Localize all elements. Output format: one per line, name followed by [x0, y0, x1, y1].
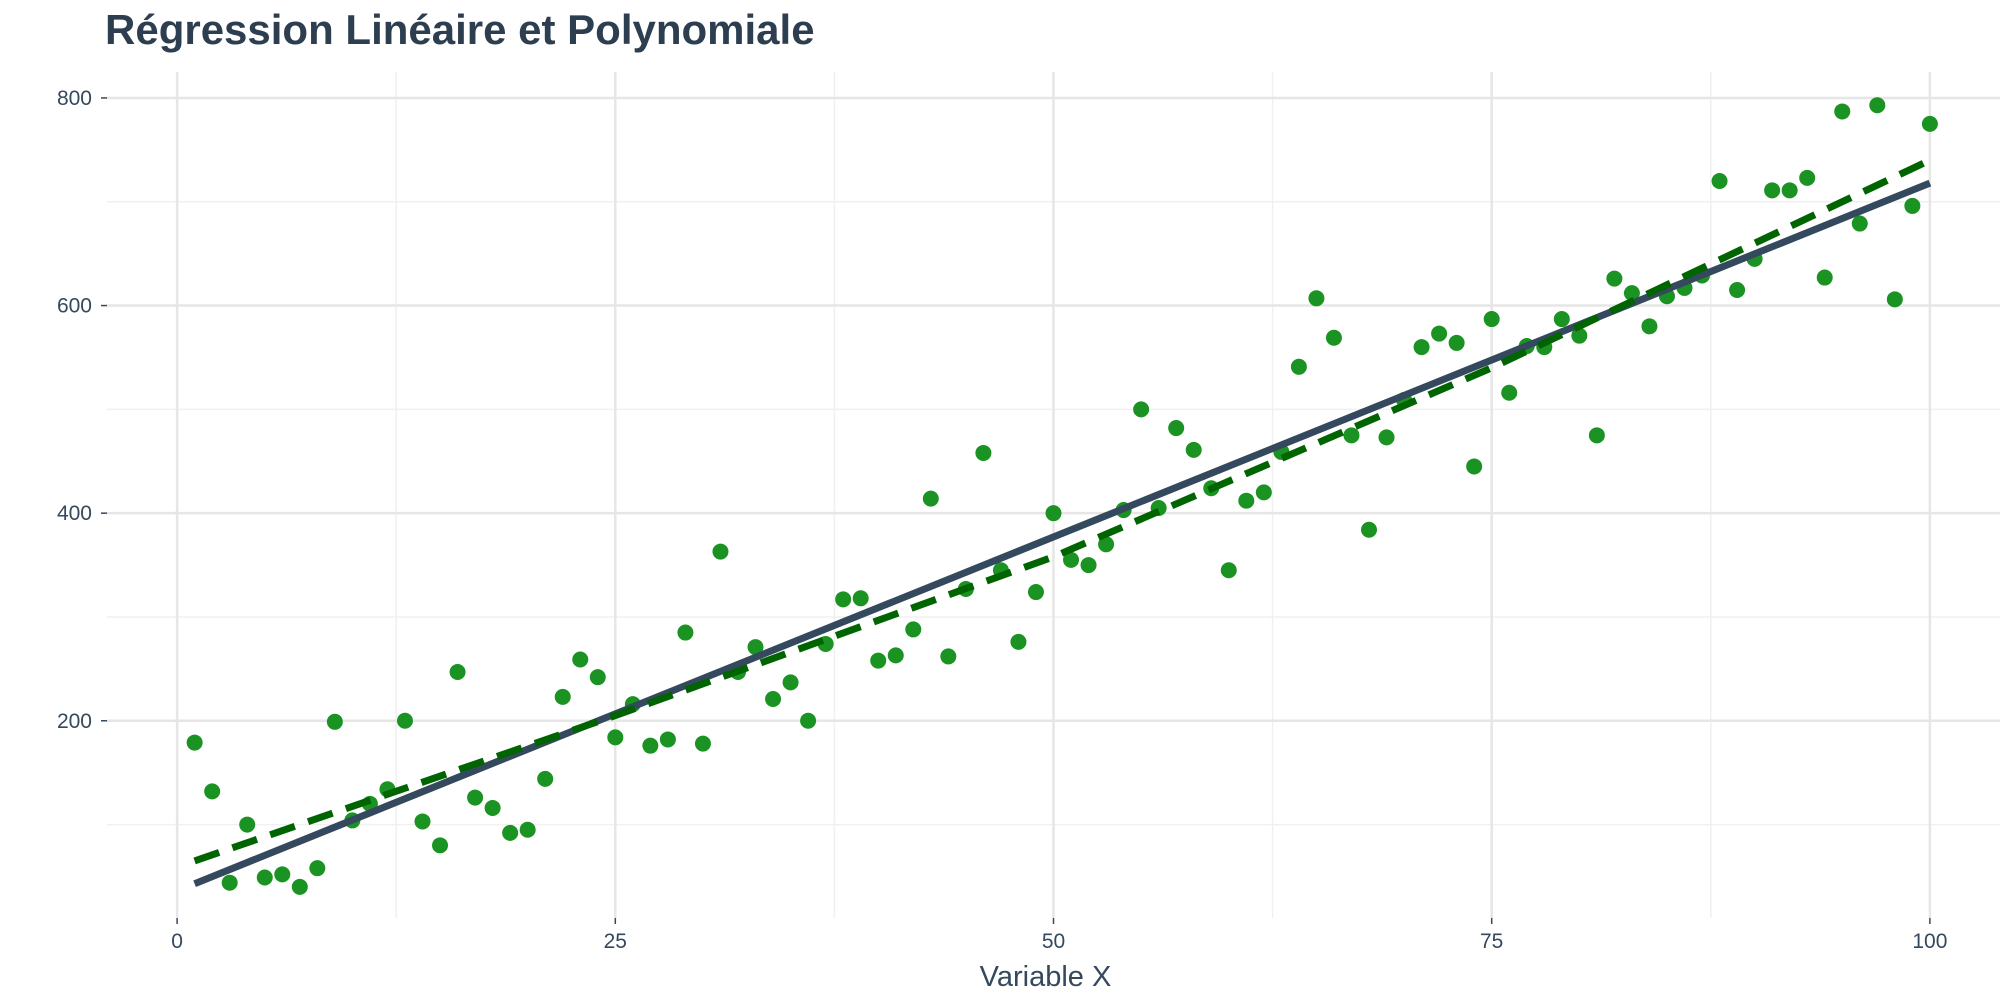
data-point [1623, 285, 1640, 302]
data-point [1729, 281, 1746, 298]
data-point [1361, 521, 1377, 538]
data-point [221, 874, 238, 891]
data-point [765, 690, 782, 707]
data-point [326, 713, 343, 730]
data-point [1466, 458, 1483, 475]
data-point [1168, 420, 1185, 437]
data-point [1431, 325, 1448, 342]
data-point [852, 590, 869, 607]
data-point [677, 624, 694, 641]
data-point [1448, 334, 1465, 351]
data-point [239, 816, 256, 833]
data-point [835, 591, 852, 608]
data-point [940, 648, 957, 665]
data-point [256, 869, 273, 886]
data-point [887, 647, 904, 664]
x-tick-label: 25 [604, 930, 627, 953]
data-point [782, 674, 799, 691]
data-point [1308, 290, 1325, 307]
data-point [607, 729, 624, 746]
data-point [414, 813, 431, 830]
polynomial-regression-line [193, 157, 1932, 865]
data-point [1799, 169, 1816, 186]
data-point [642, 737, 659, 754]
data-point [800, 712, 817, 729]
data-point [694, 735, 711, 752]
data-point [1781, 182, 1798, 199]
data-point [1588, 427, 1605, 444]
data-point [1571, 327, 1588, 344]
data-point [1413, 339, 1430, 356]
chart-title: Régression Linéaire et Polynomiale [105, 6, 815, 53]
data-point [502, 824, 519, 841]
data-point [1220, 562, 1237, 579]
data-point [1325, 329, 1342, 346]
x-tick-label: 50 [1042, 930, 1065, 953]
y-tick-label: 600 [57, 295, 92, 318]
data-point [1834, 103, 1851, 120]
data-point [1851, 215, 1868, 232]
y-tick-label: 200 [57, 710, 92, 733]
data-points [186, 97, 1938, 895]
data-point [1904, 197, 1921, 214]
data-point [204, 783, 221, 800]
data-point [1764, 182, 1781, 199]
data-point [554, 688, 571, 705]
data-point [1641, 318, 1658, 335]
data-point [1886, 291, 1903, 308]
data-point [291, 878, 308, 895]
data-point [537, 770, 554, 787]
data-point [1027, 584, 1044, 601]
data-point [274, 866, 291, 883]
data-point [1238, 492, 1255, 509]
data-point [905, 621, 922, 638]
data-point [1063, 551, 1080, 568]
data-point [1816, 269, 1833, 286]
data-point [1010, 633, 1027, 650]
x-tick-label: 100 [1912, 930, 1947, 953]
data-point [975, 444, 992, 461]
data-point [449, 663, 466, 680]
data-point [484, 799, 501, 816]
data-point [747, 639, 764, 656]
data-point [1606, 270, 1623, 287]
data-point [1255, 484, 1272, 501]
data-point [1483, 311, 1500, 328]
data-point [870, 652, 887, 669]
data-point [432, 837, 449, 854]
regression-lines [193, 157, 1932, 887]
data-point [1098, 536, 1115, 553]
data-point [396, 712, 413, 729]
data-point [309, 860, 326, 877]
linear-regression-line [193, 179, 1932, 887]
x-tick-label: 0 [171, 930, 183, 953]
data-point [589, 669, 606, 686]
data-point [712, 543, 729, 560]
data-point [467, 789, 484, 806]
data-point [1378, 429, 1395, 446]
data-point [1553, 311, 1570, 328]
x-tick-label: 75 [1480, 930, 1503, 953]
data-point [1185, 441, 1202, 458]
data-point [1921, 115, 1938, 132]
data-point [186, 734, 203, 751]
data-point [519, 821, 536, 838]
data-point [922, 490, 939, 507]
data-point [572, 651, 589, 668]
data-point [1501, 384, 1518, 401]
x-axis-title: Variable X [980, 961, 1112, 993]
data-point [1080, 557, 1097, 574]
y-tick-label: 400 [57, 502, 92, 525]
data-point [1045, 505, 1062, 522]
data-point [1711, 172, 1728, 189]
x-axis-ticks: 0 25 50 75 100 [171, 918, 1947, 953]
y-axis-ticks: 200 400 600 800 [57, 87, 107, 733]
data-point [1290, 358, 1307, 375]
data-point [1133, 401, 1150, 418]
data-point [1343, 427, 1360, 444]
data-point [1869, 97, 1886, 114]
y-tick-label: 800 [57, 87, 92, 110]
data-point [659, 731, 676, 748]
